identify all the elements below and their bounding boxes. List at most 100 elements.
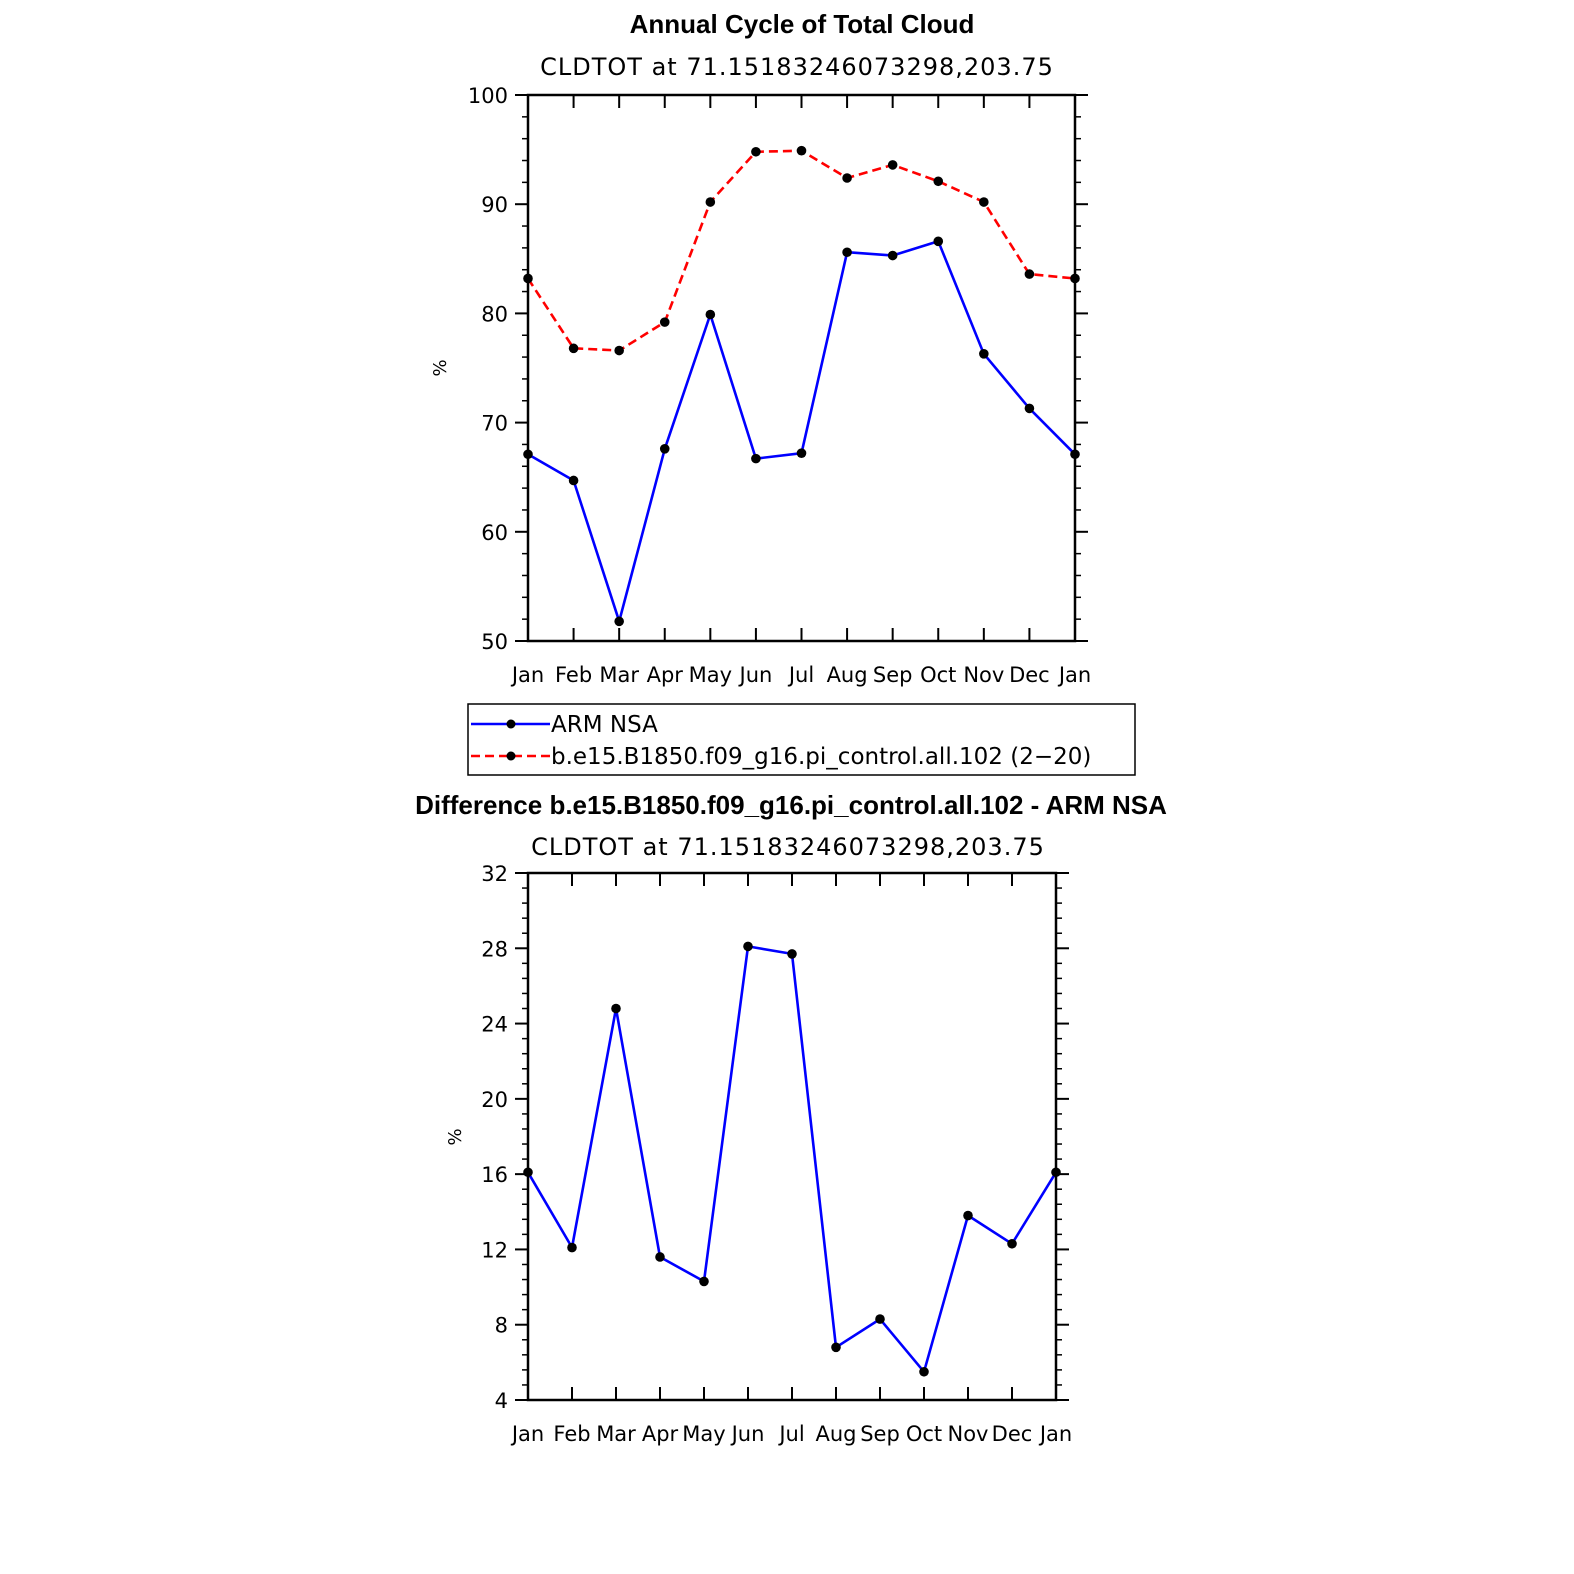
y-tick-label: 20 — [481, 1088, 508, 1112]
data-point — [831, 1342, 841, 1353]
data-point — [887, 250, 898, 261]
data-point — [705, 197, 716, 207]
legend-swatch-marker — [506, 719, 516, 729]
data-point — [705, 309, 716, 320]
data-point — [614, 616, 624, 627]
annual-cycle-panel: Annual Cycle of Total Cloud CLDTOT at 71… — [430, 9, 1091, 687]
y-tick-label: 60 — [481, 521, 508, 545]
x-tick-label: Nov — [963, 663, 1004, 687]
series-line-1 — [526, 149, 1076, 352]
data-point — [933, 236, 944, 247]
data-point — [933, 176, 944, 187]
tick-marks — [515, 94, 1088, 642]
y-tick-label: 24 — [481, 1013, 508, 1037]
x-tick-label: Apr — [642, 1422, 679, 1446]
legend-entry-model: b.e15.B1850.f09_g16.pi_control.all.102 (… — [471, 744, 1091, 770]
data-point — [751, 146, 761, 157]
y-tick-label: 12 — [481, 1238, 508, 1262]
data-point — [699, 1276, 709, 1287]
x-tick-label: Nov — [948, 1422, 989, 1446]
y-tick-label: 32 — [481, 862, 508, 886]
legend-entry-arm-nsa: ARM NSA — [471, 712, 658, 738]
x-tick-label: Dec — [1009, 663, 1050, 687]
series-line-0 — [527, 240, 1076, 623]
y-tick-label: 4 — [495, 1389, 508, 1413]
legend-swatch-marker — [506, 751, 516, 761]
data-point — [568, 475, 579, 486]
x-tick-label: Jul — [787, 663, 814, 687]
x-tick-labels: Jan Feb Mar Apr May Jun Jul Aug Sep Oct Nov Dec Jan — [510, 1422, 1072, 1446]
y-tick-label: 16 — [481, 1163, 508, 1187]
y-axis-label: % — [445, 1128, 466, 1145]
x-tick-label: Jan — [1038, 1422, 1072, 1446]
x-tick-label: Mar — [599, 663, 639, 687]
series-layer — [523, 145, 1080, 627]
y-tick-label: 50 — [481, 630, 508, 654]
y-tick-labels: 50 60 70 80 90 100 — [468, 84, 508, 654]
x-tick-label: May — [682, 1422, 725, 1446]
data-point — [919, 1366, 929, 1377]
data-point — [796, 448, 807, 458]
legend-label: b.e15.B1850.f09_g16.pi_control.all.102 (… — [551, 744, 1091, 770]
x-tick-label: Jan — [1057, 663, 1091, 687]
data-point — [875, 1314, 885, 1324]
y-tick-label: 80 — [481, 302, 508, 326]
data-point — [751, 453, 761, 464]
plot-frame — [526, 93, 1077, 643]
x-tick-label: Jan — [510, 663, 544, 687]
chart-title: Annual Cycle of Total Cloud — [630, 9, 975, 39]
data-point — [1024, 269, 1035, 279]
x-tick-label: Aug — [827, 663, 868, 687]
x-tick-label: Apr — [647, 663, 684, 687]
chart-subtitle: CLDTOT at 71.15183246073298,203.75 — [531, 833, 1045, 861]
data-point — [614, 345, 624, 356]
legend-label: ARM NSA — [551, 712, 658, 738]
data-point — [842, 247, 852, 258]
y-tick-label: 28 — [481, 937, 508, 961]
data-point — [979, 197, 989, 207]
y-tick-label: 8 — [495, 1314, 508, 1338]
x-tick-label: Mar — [596, 1422, 636, 1446]
data-point — [659, 444, 670, 454]
data-point — [842, 173, 852, 183]
x-tick-label: Feb — [555, 663, 592, 687]
y-tick-label: 70 — [481, 412, 508, 436]
data-point — [963, 1210, 973, 1221]
x-tick-label: Sep — [873, 663, 913, 687]
y-tick-label: 90 — [481, 193, 508, 217]
chart-subtitle: CLDTOT at 71.15183246073298,203.75 — [540, 53, 1054, 81]
x-tick-label: May — [689, 663, 732, 687]
data-point — [659, 317, 670, 327]
data-point — [1024, 403, 1035, 414]
data-point — [743, 941, 753, 952]
x-tick-label: Jun — [738, 663, 773, 687]
x-tick-label: Dec — [992, 1422, 1033, 1446]
data-point — [979, 349, 989, 359]
x-tick-label: Jun — [730, 1422, 765, 1446]
data-point — [568, 343, 579, 354]
series-line-0 — [526, 945, 1058, 1374]
x-tick-label: Jan — [510, 1422, 544, 1446]
legend-box — [467, 703, 1136, 776]
difference-panel: Difference b.e15.B1850.f09_g16.pi_contro… — [415, 790, 1167, 1446]
x-tick-label: Sep — [860, 1422, 900, 1446]
x-tick-label: Oct — [906, 1422, 942, 1446]
data-point — [1007, 1238, 1017, 1249]
plot-frame — [526, 871, 1058, 1402]
x-tick-labels: Jan Feb Mar Apr May Jun Jul Aug Sep Oct Nov Dec Jan — [510, 663, 1091, 687]
data-point — [611, 1003, 621, 1014]
legend: ARM NSA b.e15.B1850.f09_g16.pi_control.a… — [467, 703, 1136, 776]
data-point — [655, 1252, 665, 1262]
y-tick-labels: 4 8 12 16 20 24 28 32 — [481, 862, 508, 1413]
series-layer — [523, 941, 1061, 1377]
x-tick-label: Feb — [553, 1422, 590, 1446]
data-point — [567, 1242, 577, 1253]
x-tick-label: Aug — [815, 1422, 856, 1446]
data-point — [787, 949, 797, 959]
data-point — [796, 145, 807, 156]
chart-title: Difference b.e15.B1850.f09_g16.pi_contro… — [415, 790, 1167, 820]
y-axis-label: % — [430, 359, 451, 376]
data-point — [887, 160, 898, 170]
x-tick-label: Jul — [777, 1422, 804, 1446]
